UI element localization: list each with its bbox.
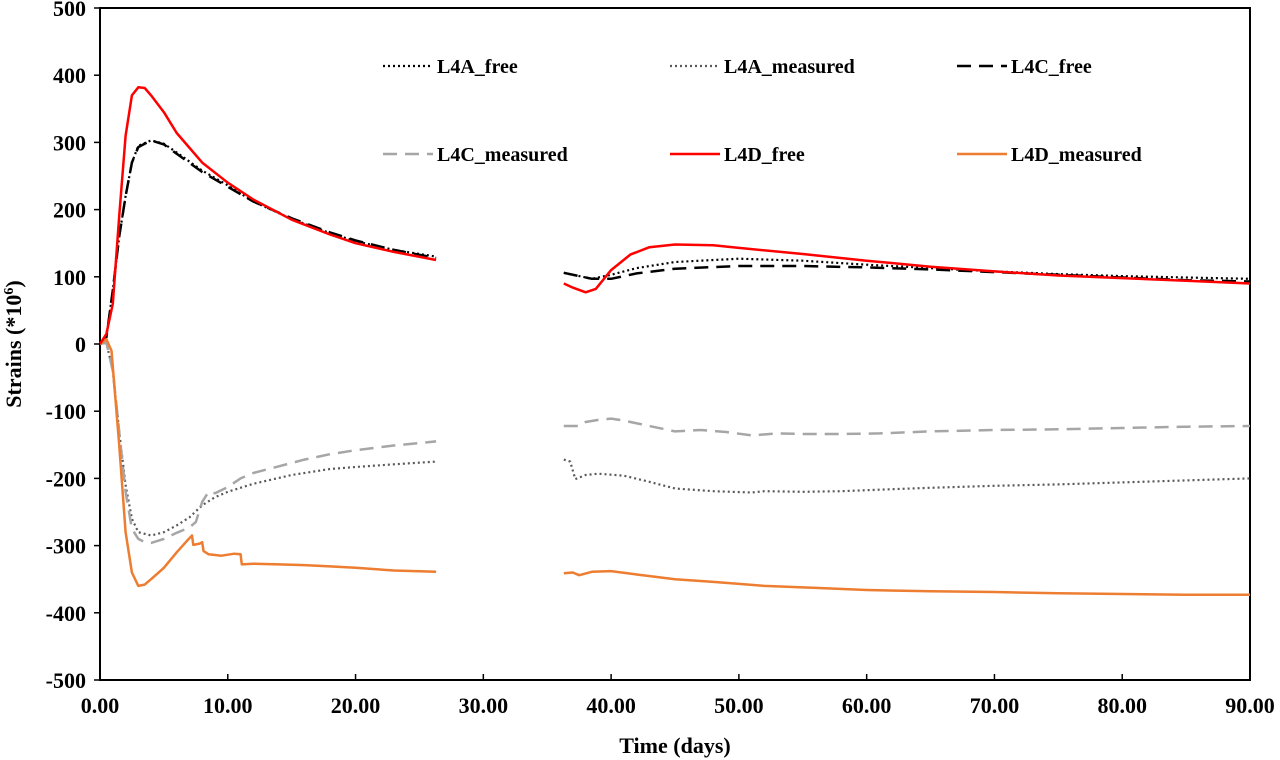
legend-item: L4C_measured — [383, 144, 568, 166]
legend-item: L4C_free — [957, 56, 1092, 78]
series-line — [98, 86, 437, 345]
legend-label: L4D_free — [724, 144, 805, 166]
plot-area — [99, 7, 1251, 681]
y-tick-label: 0 — [75, 332, 86, 357]
legend-item: L4A_measured — [670, 56, 855, 78]
y-tick-label: -100 — [46, 399, 86, 424]
x-tick-label: 20.00 — [331, 693, 381, 718]
series-l4d-measured — [99, 338, 1250, 596]
y-tick-label: -200 — [46, 466, 86, 491]
x-tick-label: 10.00 — [203, 693, 253, 718]
series-line — [99, 341, 437, 537]
y-axis-title-suffix: ) — [1, 280, 26, 287]
y-axis-title: Strains (*106) — [1, 280, 26, 407]
legend: L4A_free L4A_measured L4C_free L4C_measured… — [383, 56, 1142, 166]
y-tick-label: -400 — [46, 601, 86, 626]
legend-label: L4A_free — [437, 56, 518, 78]
x-tick-label: 50.00 — [714, 693, 764, 718]
y-axis-title-superscript: 6 — [2, 288, 17, 295]
y-axis-title-main: Strains (*10 — [1, 295, 26, 408]
x-tick-label: 70.00 — [970, 693, 1020, 718]
series-line — [563, 458, 1251, 494]
y-tick-label: -500 — [46, 668, 86, 693]
series-line — [563, 569, 1250, 596]
legend-label: L4C_measured — [437, 144, 568, 166]
series-layer — [98, 86, 1251, 596]
series-l4c-measured — [99, 341, 1251, 545]
x-axis: 0.00 10.00 20.00 30.00 40.00 50.00 60.00 70.00 8… — [81, 674, 1275, 718]
series-line — [563, 257, 1251, 280]
plot-frame — [99, 7, 1251, 681]
series-l4d-free — [98, 86, 1251, 345]
x-axis-title: Time (days) — [619, 733, 730, 758]
y-tick-label: 500 — [53, 0, 86, 21]
series-line — [99, 341, 437, 545]
legend-label: L4D_measured — [1011, 144, 1142, 166]
x-tick-label: 0.00 — [81, 693, 120, 718]
y-tick-label: -300 — [46, 534, 86, 559]
legend-label: L4A_measured — [724, 56, 855, 78]
y-tick-label: 100 — [53, 265, 86, 290]
series-line — [99, 338, 437, 588]
legend-item: L4D_measured — [957, 144, 1142, 166]
x-tick-label: 40.00 — [586, 693, 636, 718]
x-tick-label: 90.00 — [1225, 693, 1275, 718]
series-line — [563, 243, 1251, 294]
legend-item: L4D_free — [670, 144, 805, 166]
y-tick-label: 300 — [53, 130, 86, 155]
x-tick-label: 80.00 — [1097, 693, 1147, 718]
y-axis: 500 400 300 200 100 0 -100 -200 -300 -400 -500 — [46, 0, 100, 693]
legend-label: L4C_free — [1011, 56, 1092, 78]
y-tick-label: 200 — [53, 198, 86, 223]
legend-item: L4A_free — [383, 56, 518, 78]
x-tick-label: 30.00 — [459, 693, 509, 718]
y-tick-label: 400 — [53, 63, 86, 88]
x-tick-label: 60.00 — [842, 693, 892, 718]
series-l4a-measured — [99, 341, 1251, 537]
